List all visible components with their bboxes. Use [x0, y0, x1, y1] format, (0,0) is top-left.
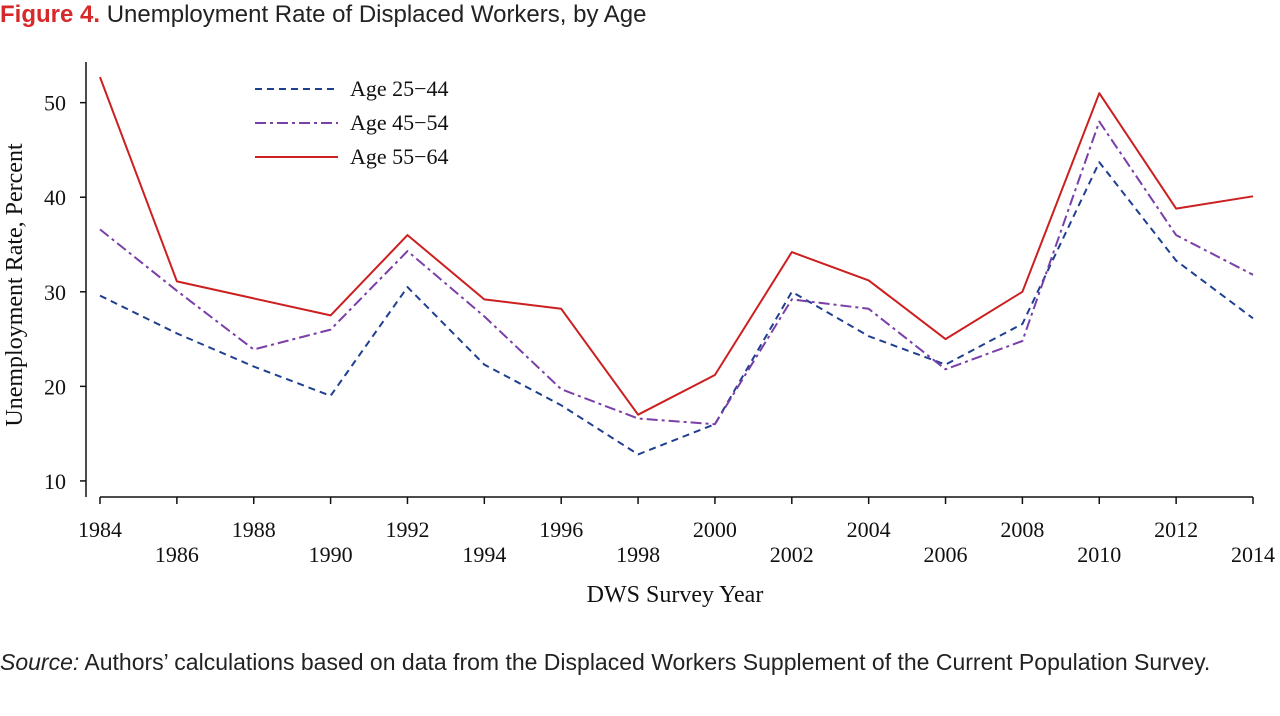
legend-label: Age 45−54	[350, 110, 449, 135]
x-tick-label: 1996	[539, 517, 583, 542]
y-tick-label: 20	[44, 374, 66, 399]
x-tick-label: 2014	[1231, 542, 1275, 567]
x-tick-label: 2006	[924, 542, 968, 567]
x-tick-label: 2002	[770, 542, 814, 567]
chart-legend: Age 25−44 Age 45−54 Age 55−64	[255, 76, 449, 169]
legend-label: Age 55−64	[350, 144, 449, 169]
x-tick-label: 1998	[616, 542, 660, 567]
series-line-25-44	[99, 161, 1254, 456]
source-label: Source:	[0, 649, 80, 675]
y-tick-label: 10	[44, 469, 66, 494]
y-tick-label: 40	[44, 185, 66, 210]
y-axis: 10 20 30 40 50 Unemployment Rate, Percent	[2, 62, 87, 497]
x-tick-label: 1986	[155, 542, 199, 567]
x-axis: 1984 1986 1988 1990 1992 1994 1996 1998 2000 2002…	[78, 496, 1275, 608]
x-ticks: 1984 1986 1988 1990 1992 1994 1996 1998 2000 2002…	[78, 497, 1275, 567]
series-line-45-54	[99, 120, 1254, 426]
x-tick-label: 2004	[847, 517, 891, 542]
x-tick-label: 1988	[232, 517, 276, 542]
x-tick-label: 2012	[1154, 517, 1198, 542]
plot-series	[99, 76, 1254, 456]
x-tick-label: 2000	[693, 517, 737, 542]
x-tick-label: 2008	[1000, 517, 1044, 542]
x-tick-label: 1990	[309, 542, 353, 567]
line-chart: 10 20 30 40 50 Unemployment Rate, Percent 19…	[2, 62, 1275, 608]
x-tick-label: 1994	[462, 542, 506, 567]
x-tick-label: 2010	[1077, 542, 1121, 567]
figure-label: Figure 4.	[0, 1, 101, 28]
figure-title: Figure 4. Unemployment Rate of Displaced…	[0, 0, 1270, 34]
y-tick-label: 50	[44, 91, 66, 116]
y-ticks: 10 20 30 40 50	[44, 91, 86, 494]
x-tick-label: 1992	[385, 517, 429, 542]
x-tick-label: 1984	[78, 517, 122, 542]
figure-title-text: Unemployment Rate of Displaced Workers, …	[106, 1, 647, 28]
source-text: Authors’ calculations based on data from…	[84, 649, 1211, 675]
source-note: Source: Authors’ calculations based on d…	[0, 644, 1270, 680]
y-tick-label: 30	[44, 280, 66, 305]
legend-label: Age 25−44	[350, 76, 449, 101]
y-axis-label: Unemployment Rate, Percent	[2, 143, 28, 427]
series-line-55-64	[99, 76, 1254, 416]
x-axis-label: DWS Survey Year	[587, 582, 764, 608]
